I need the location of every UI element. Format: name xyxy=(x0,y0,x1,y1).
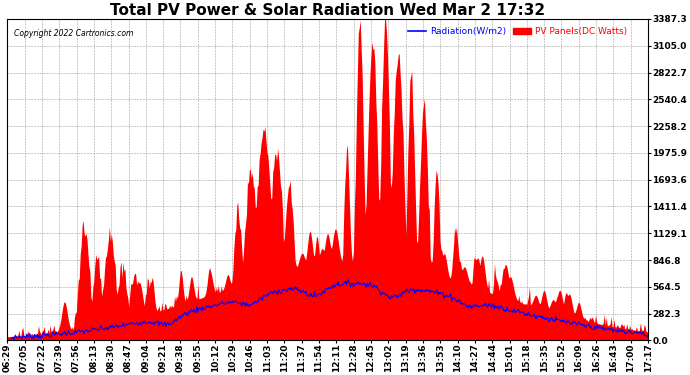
Legend: Radiation(W/m2), PV Panels(DC Watts): Radiation(W/m2), PV Panels(DC Watts) xyxy=(405,24,631,40)
Title: Total PV Power & Solar Radiation Wed Mar 2 17:32: Total PV Power & Solar Radiation Wed Mar… xyxy=(110,3,545,18)
Text: Copyright 2022 Cartronics.com: Copyright 2022 Cartronics.com xyxy=(14,28,133,38)
